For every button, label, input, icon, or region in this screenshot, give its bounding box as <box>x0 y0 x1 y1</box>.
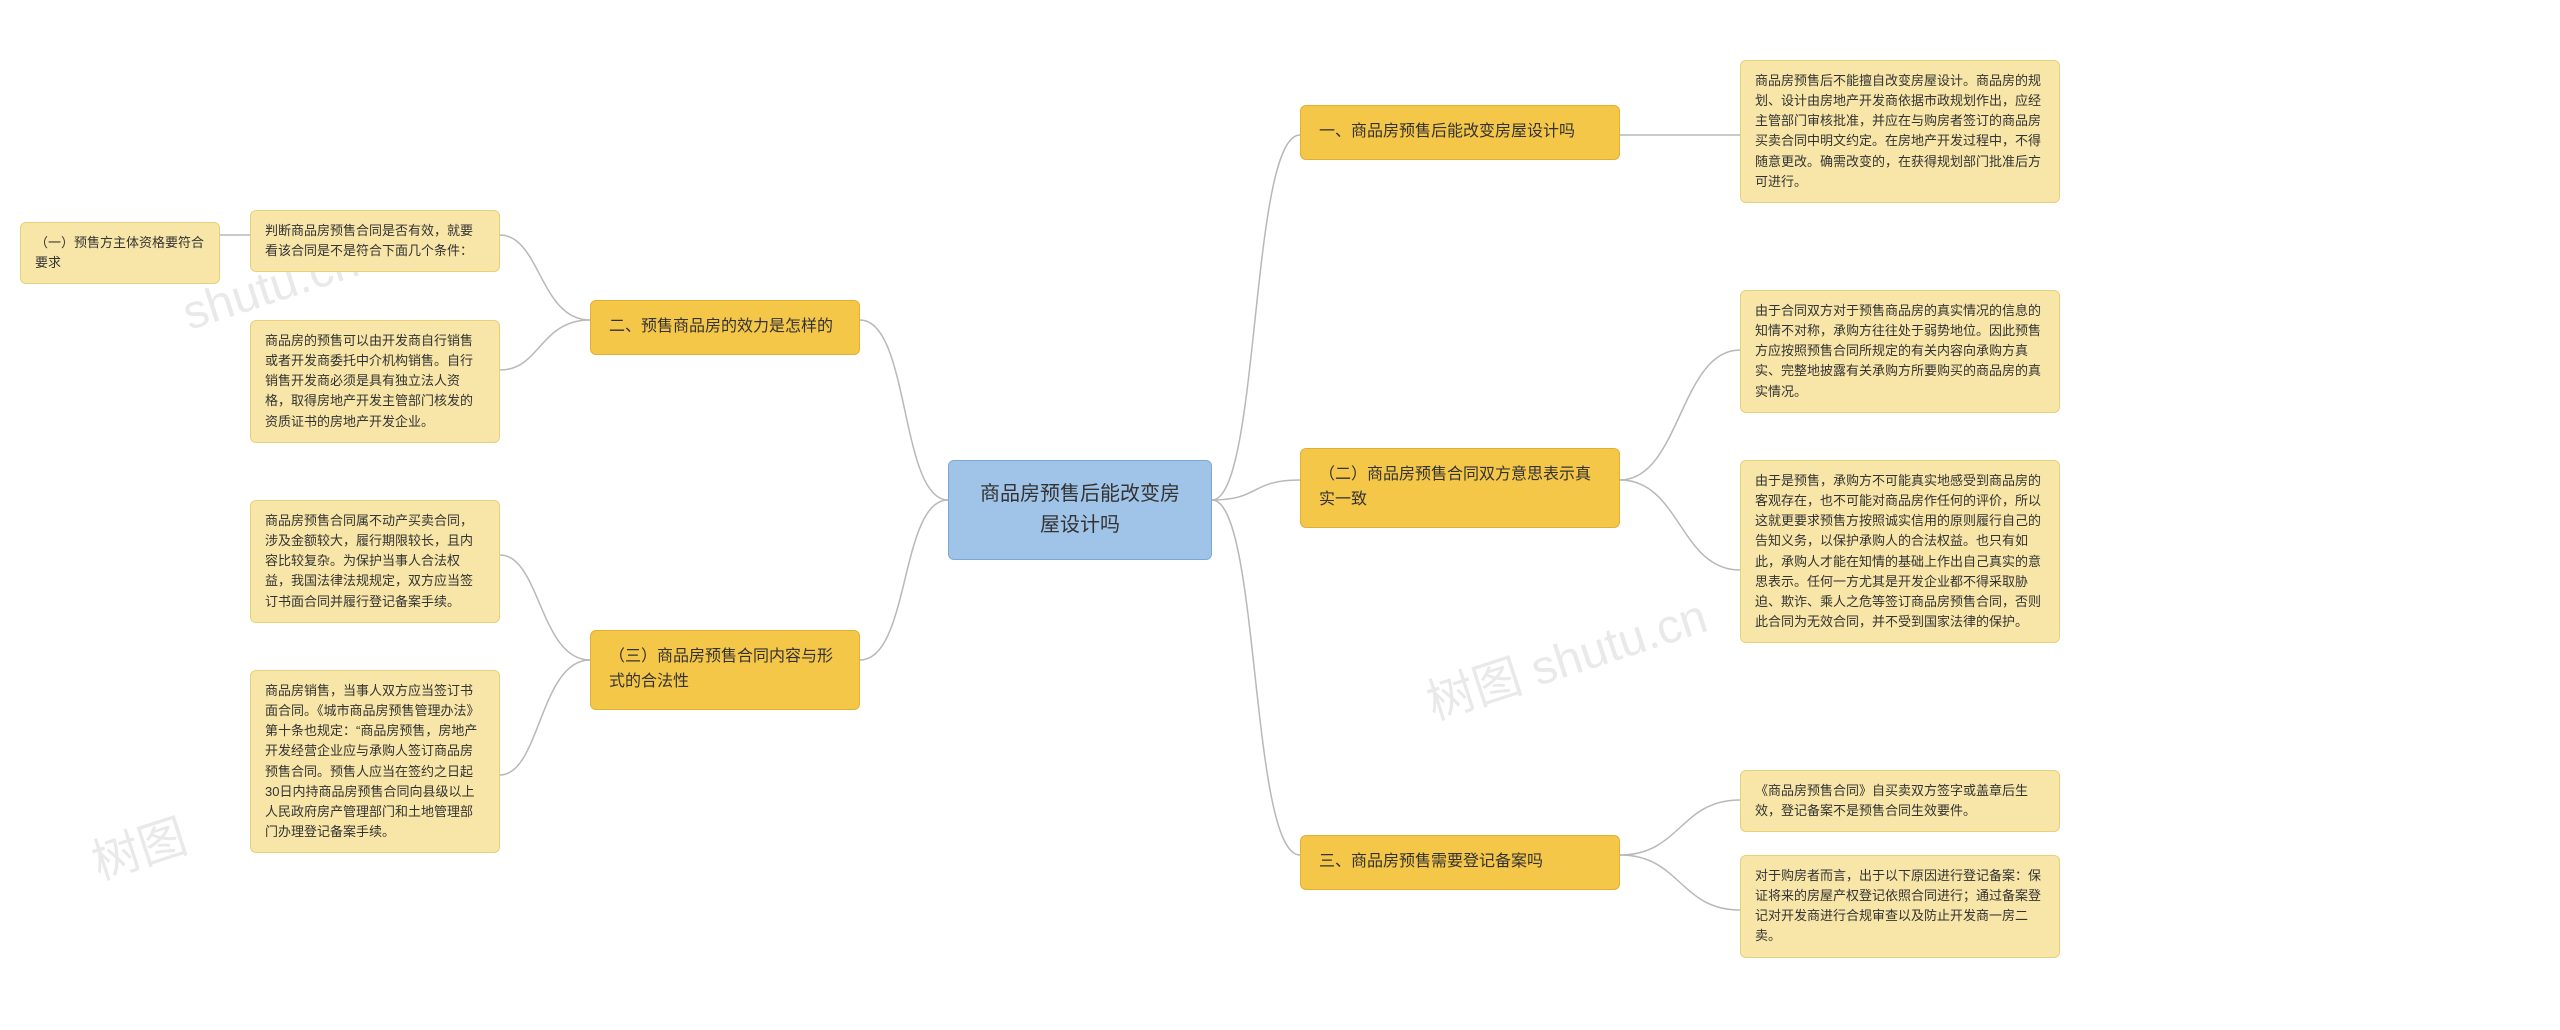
branch-right-3: 三、商品房预售需要登记备案吗 <box>1300 835 1620 890</box>
watermark: 树图 <box>82 797 195 893</box>
leaf-left-2-2: 商品房销售，当事人双方应当签订书面合同。《城市商品房预售管理办法》第十条也规定：… <box>250 670 500 853</box>
branch-right-2: （二）商品房预售合同双方意思表示真实一致 <box>1300 448 1620 528</box>
leaf-right-3-1: 《商品房预售合同》自买卖双方签字或盖章后生效，登记备案不是预售合同生效要件。 <box>1740 770 2060 832</box>
leaf-right-1-1: 商品房预售后不能擅自改变房屋设计。商品房的规划、设计由房地产开发商依据市政规划作… <box>1740 60 2060 203</box>
mindmap-center: 商品房预售后能改变房屋设计吗 <box>948 460 1212 560</box>
leaf-right-2-1: 由于合同双方对于预售商品房的真实情况的信息的知情不对称，承购方往往处于弱势地位。… <box>1740 290 2060 413</box>
leaf-right-3-2: 对于购房者而言，出于以下原因进行登记备案：保证将来的房屋产权登记依照合同进行；通… <box>1740 855 2060 958</box>
leaf-left-1-1: 判断商品房预售合同是否有效，就要看该合同是不是符合下面几个条件： <box>250 210 500 272</box>
branch-left-2: （三）商品房预售合同内容与形式的合法性 <box>590 630 860 710</box>
leaf-right-2-2: 由于是预售，承购方不可能真实地感受到商品房的客观存在，也不可能对商品房作任何的评… <box>1740 460 2060 643</box>
branch-left-1: 二、预售商品房的效力是怎样的 <box>590 300 860 355</box>
leaf-left-1-2: 商品房的预售可以由开发商自行销售或者开发商委托中介机构销售。自行销售开发商必须是… <box>250 320 500 443</box>
leaf-left-2-1: 商品房预售合同属不动产买卖合同，涉及金额较大，履行期限较长，且内容比较复杂。为保… <box>250 500 500 623</box>
watermark: 树图 shutu.cn <box>1416 577 1714 733</box>
leaf-left-1-1-sub: （一）预售方主体资格要符合要求 <box>20 222 220 284</box>
branch-right-1: 一、商品房预售后能改变房屋设计吗 <box>1300 105 1620 160</box>
